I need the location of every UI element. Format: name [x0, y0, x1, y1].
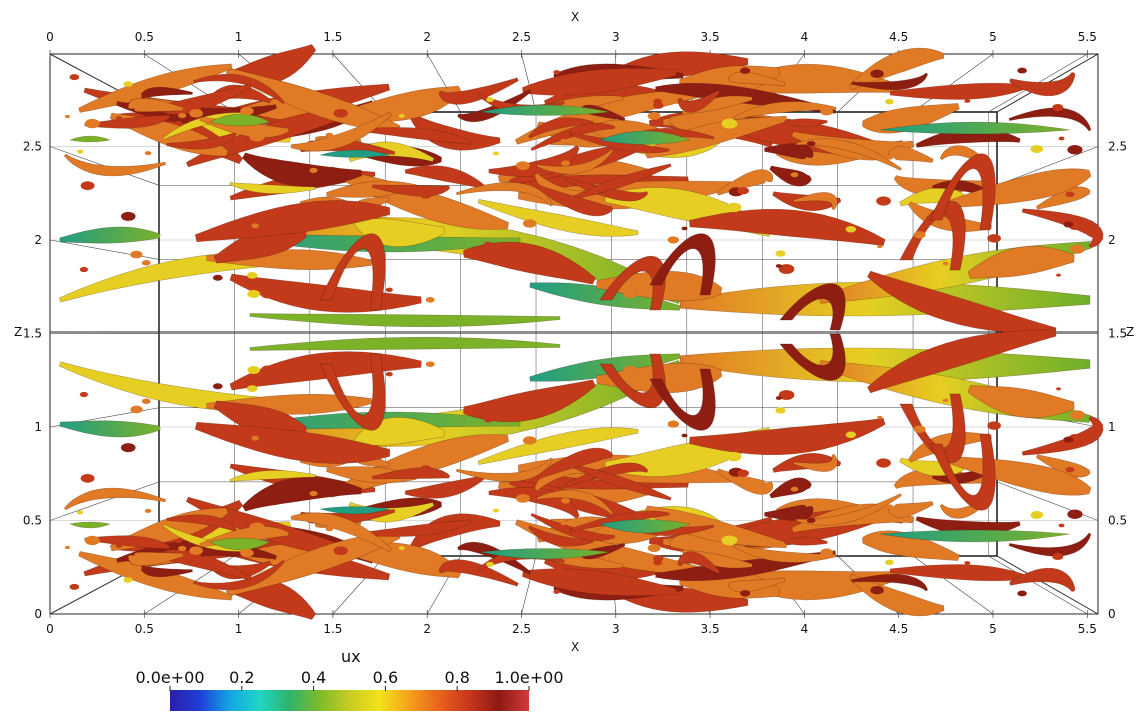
z-tick-label-left: 1.5: [23, 327, 42, 341]
x-tick-label-bottom: 2: [423, 622, 431, 636]
colorbar-bar: [170, 690, 529, 711]
z-tick-label-right: 0: [1108, 607, 1116, 621]
z-axis-title-left: Z: [14, 325, 22, 339]
x-tick-label-bottom: 4: [801, 622, 809, 636]
x-tick-label-bottom: 4.5: [889, 622, 908, 636]
z-tick-label-right: 0.5: [1108, 514, 1127, 528]
z-tick-label-left: 1: [34, 420, 42, 434]
z-tick-label-left: 2: [34, 233, 42, 247]
x-tick-label-top: 0: [46, 30, 54, 44]
x-tick-label-bottom: 0: [46, 622, 54, 636]
x-tick-label-bottom: 5: [989, 622, 997, 636]
x-tick-label-top: 5: [989, 30, 997, 44]
colorbar-tick-label: 0.2: [229, 668, 254, 687]
colorbar-tick-label: 0.0e+00: [135, 668, 204, 687]
z-tick-label-left: 2.5: [23, 140, 42, 154]
x-tick-label-top: 2: [423, 30, 431, 44]
x-tick-label-top: 5.5: [1078, 30, 1097, 44]
z-axis-title-right: Z: [1126, 325, 1134, 339]
x-axis-title-top: X: [571, 10, 579, 24]
x-tick-label-bottom: 2.5: [512, 622, 531, 636]
x-tick-label-bottom: 0.5: [135, 622, 154, 636]
x-tick-label-bottom: 3.5: [701, 622, 720, 636]
z-tick-label-right: 2: [1108, 233, 1116, 247]
x-tick-label-top: 4: [801, 30, 809, 44]
z-tick-label-left: 0.5: [23, 514, 42, 528]
colorbar-title: ux: [341, 647, 361, 666]
z-tick-label-left: 0: [34, 607, 42, 621]
x-tick-label-top: 3: [612, 30, 620, 44]
x-tick-label-top: 1: [235, 30, 243, 44]
z-tick-label-right: 1: [1108, 420, 1116, 434]
x-tick-label-bottom: 5.5: [1078, 622, 1097, 636]
colorbar-legend: ux 0.0e+00 0.2 0.4 0.6 0.8 1.0e+00: [135, 647, 563, 711]
colorbar-tick-label: 1.0e+00: [494, 668, 563, 687]
x-axis-title-bottom: X: [571, 640, 579, 654]
colorbar-tick-label: 0.6: [373, 668, 398, 687]
colorbar-tick-label: 0.4: [301, 668, 326, 687]
x-tick-label-bottom: 1.5: [323, 622, 342, 636]
x-tick-label-top: 4.5: [889, 30, 908, 44]
x-tick-label-top: 0.5: [135, 30, 154, 44]
x-tick-label-top: 3.5: [701, 30, 720, 44]
z-tick-label-right: 2.5: [1108, 140, 1127, 154]
x-tick-label-top: 1.5: [323, 30, 342, 44]
colorbar-tick-label: 0.8: [444, 668, 469, 687]
x-tick-label-bottom: 1: [235, 622, 243, 636]
z-tick-label-right: 1.5: [1108, 327, 1127, 341]
x-tick-label-bottom: 3: [612, 622, 620, 636]
x-tick-label-top: 2.5: [512, 30, 531, 44]
